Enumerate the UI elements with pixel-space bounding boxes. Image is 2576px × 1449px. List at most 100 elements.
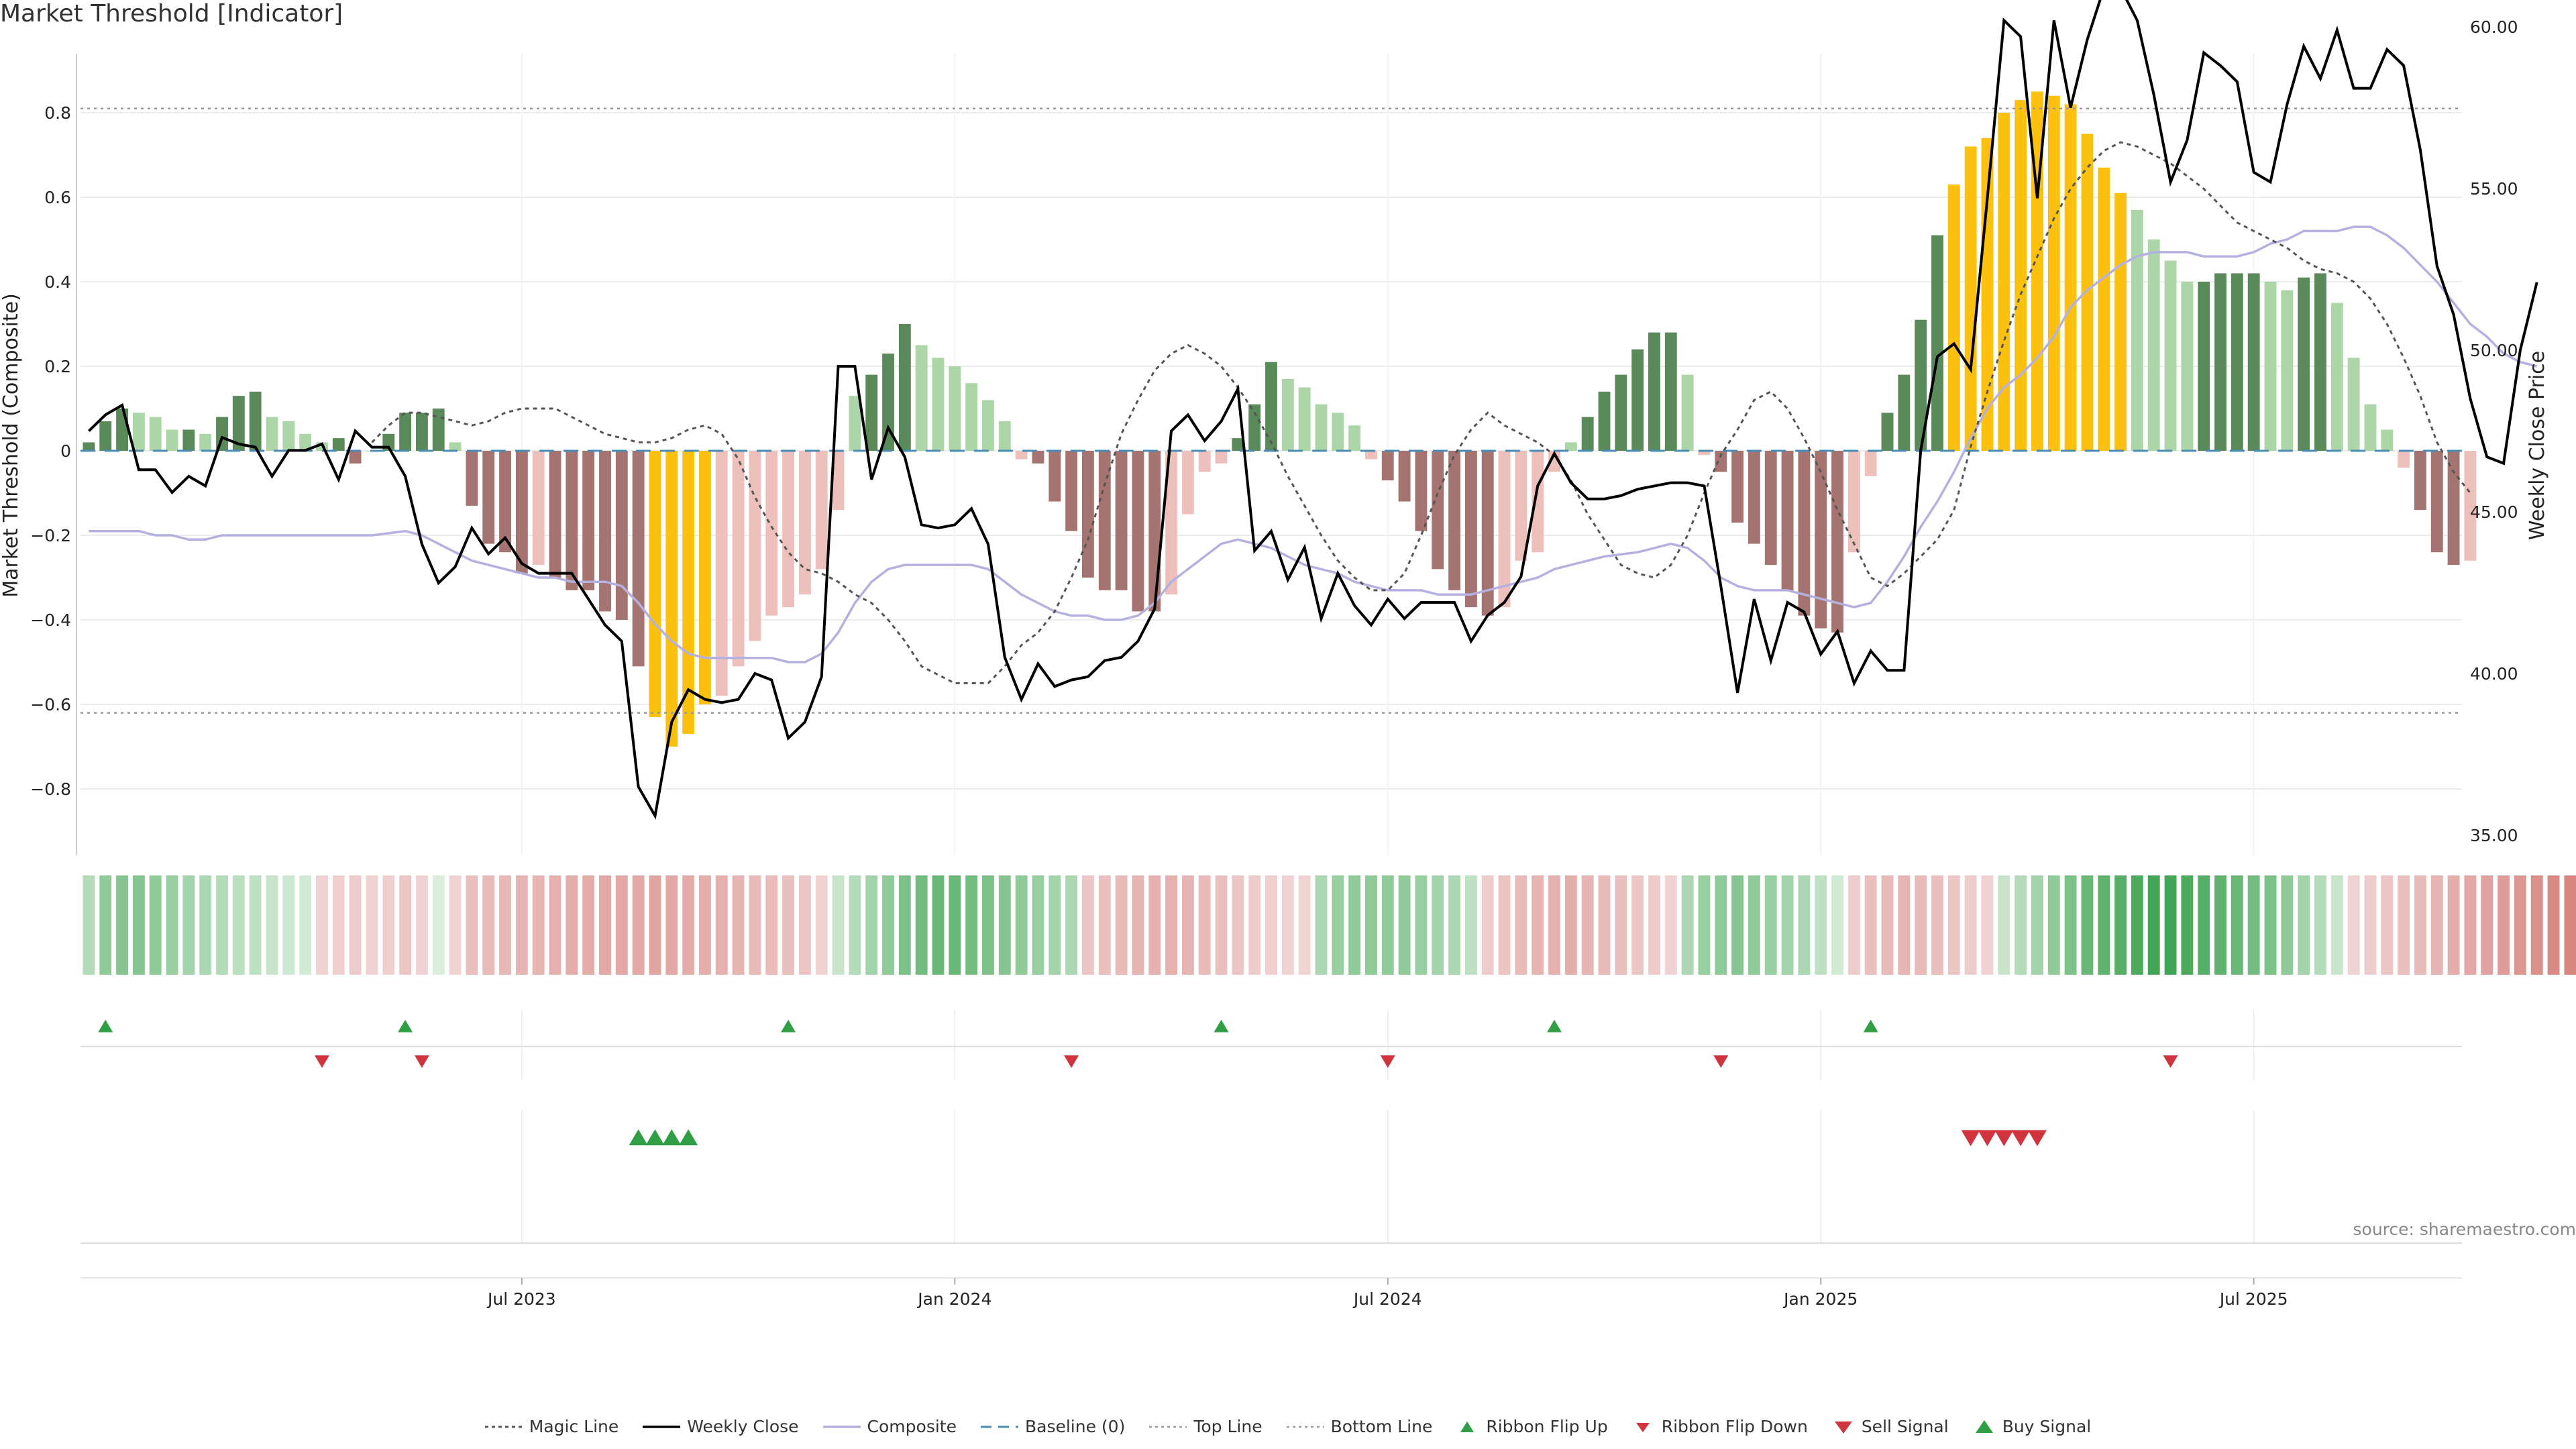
composite-bar [2447, 451, 2460, 566]
composite-bar [1615, 374, 1627, 451]
ribbon-cell [1847, 875, 1860, 975]
composite-bar [515, 451, 528, 574]
composite-bar [749, 451, 761, 641]
ribbon-cell [1315, 875, 1328, 975]
composite-bar [1931, 235, 1943, 451]
ribbon-flip-up-marker [781, 1020, 796, 1032]
composite-bar [2147, 239, 2160, 451]
composite-bar [1998, 113, 2010, 451]
composite-bar [415, 413, 428, 451]
composite-bar [2398, 451, 2410, 468]
ribbon-cell [1215, 875, 1228, 975]
page-title: Market Threshold [Indicator] [0, 0, 343, 28]
composite-bar [1548, 451, 1560, 472]
composite-bar [765, 451, 778, 616]
ribbon-cell [2364, 875, 2377, 975]
ribbon-cell [965, 875, 978, 975]
ribbon-cell [432, 875, 445, 975]
composite-bar [949, 366, 961, 451]
buy-signal-marker [629, 1129, 648, 1146]
ribbon-cell [898, 875, 911, 975]
ribbon-cell [1232, 875, 1244, 975]
ribbon-cell [2481, 875, 2493, 975]
legend-label: Baseline (0) [1024, 1417, 1126, 1436]
ribbon-cell [2564, 875, 2576, 975]
ribbon-cell [2147, 875, 2160, 975]
ribbon-cell [1132, 875, 1144, 975]
composite-bar [1798, 451, 1811, 616]
ribbon-cell [1181, 875, 1194, 975]
composite-bar [2298, 277, 2310, 451]
sell-signal-marker [1978, 1130, 1997, 1146]
ribbon-cell [182, 875, 195, 975]
y2-tick-label: 55.00 [2470, 179, 2518, 199]
legend-item: Weekly Close [643, 1417, 799, 1436]
sell-signal-marker [2027, 1130, 2047, 1146]
composite-bar [2131, 209, 2143, 451]
ribbon-cell [1498, 875, 1511, 975]
y2-tick-label: 40.00 [2470, 664, 2518, 684]
legend-item: Ribbon Flip Down [1632, 1417, 1808, 1436]
ribbon-cell [1448, 875, 1461, 975]
composite-bar [849, 396, 861, 451]
legend-label: Buy Signal [2002, 1417, 2092, 1436]
ribbon-cell [715, 875, 728, 975]
ribbon-cell [1348, 875, 1361, 975]
composite-bar [1464, 451, 1477, 608]
composite-bar [1098, 451, 1111, 590]
composite-bar [83, 442, 95, 451]
ribbon-cell [1748, 875, 1760, 975]
ribbon-cell [1098, 875, 1111, 975]
ribbon-cell [399, 875, 412, 975]
ribbon-cell [2198, 875, 2210, 975]
composite-bar [1532, 451, 1544, 553]
ribbon-cell [665, 875, 678, 975]
dotted-line-icon [484, 1426, 523, 1428]
composite-bar [782, 451, 795, 608]
composite-bar [798, 451, 811, 595]
y-axis-title: Market Threshold (Composite) [0, 293, 23, 598]
legend: Magic Line Weekly Close Composite Baseline … [0, 1417, 2576, 1436]
composite-bar [2181, 282, 2194, 451]
ribbon-cell [749, 875, 761, 975]
composite-bar [2314, 273, 2326, 451]
composite-bar [499, 451, 511, 553]
ribbon-cell [2464, 875, 2477, 975]
ribbon-cell [482, 875, 495, 975]
ribbon-cell [832, 875, 845, 975]
composite-bar [998, 421, 1011, 451]
composite-bar [699, 451, 711, 704]
composite-bar [2381, 429, 2394, 451]
ribbon-flip-up-marker [98, 1020, 113, 1032]
ribbon-cell [699, 875, 711, 975]
ribbon-cell [682, 875, 695, 975]
ribbon-cell [2398, 875, 2410, 975]
ribbon-cell [1964, 875, 1977, 975]
x-tick-label: Jul 2023 [486, 1289, 556, 1309]
ribbon-flip-down-marker [1713, 1055, 1729, 1068]
ribbon-cell [1664, 875, 1677, 975]
legend-label: Magic Line [529, 1417, 619, 1436]
ribbon-cell [1481, 875, 1494, 975]
ribbon-cell [2231, 875, 2243, 975]
composite-bar [1398, 451, 1411, 502]
ribbon-cell [1947, 875, 1960, 975]
composite-bar [1248, 404, 1261, 451]
triangle-up-green-large-icon [1975, 1419, 1993, 1433]
composite-bar [882, 354, 894, 451]
ribbon-cell [1148, 875, 1161, 975]
weekly-close-line [88, 0, 2538, 820]
composite-bar [282, 421, 295, 451]
ribbon-cell [1698, 875, 1711, 975]
composite-bar [332, 438, 345, 451]
composite-bar [1631, 349, 1644, 451]
ribbon-cell [782, 875, 795, 975]
ribbon-cell [232, 875, 245, 975]
ribbon-strip [83, 875, 2576, 975]
fine-dotted-line-icon [1149, 1426, 1187, 1428]
composite-bar [2430, 451, 2443, 553]
composite-bar [665, 451, 678, 747]
legend-label: Ribbon Flip Up [1486, 1417, 1608, 1436]
composite-bar [1864, 451, 1877, 476]
composite-bar [1748, 451, 1760, 544]
